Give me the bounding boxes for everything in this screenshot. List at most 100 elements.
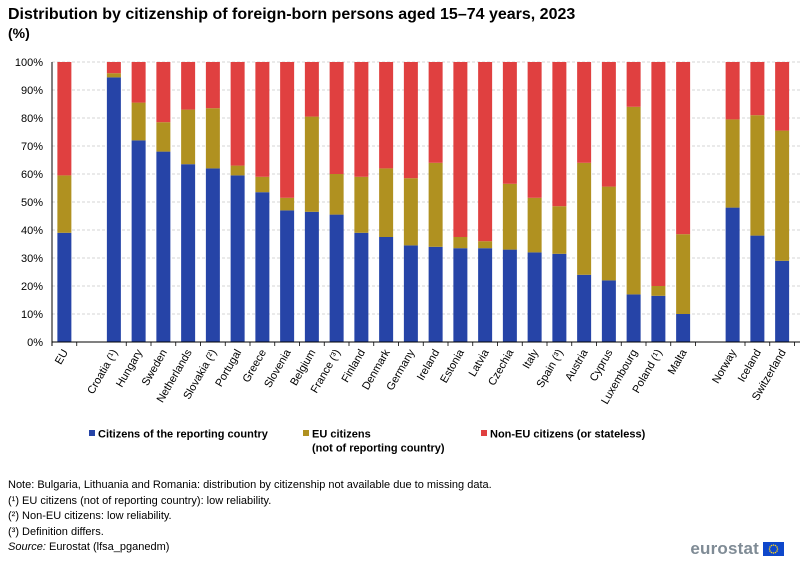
bar-segment	[750, 115, 765, 236]
bar-segment	[379, 168, 394, 237]
bar-segment	[502, 62, 517, 184]
bar-segment	[280, 210, 295, 342]
bar-segment	[676, 314, 691, 342]
bar-segment	[750, 235, 765, 342]
bar-segment	[601, 186, 616, 281]
bar-segment	[577, 162, 592, 275]
bar-segment	[230, 165, 245, 176]
bar-segment	[453, 237, 468, 249]
source-line: Source: Eurostat (lfsa_pganedm)	[8, 540, 492, 556]
logo-text: eurostat	[690, 539, 759, 558]
bar-segment	[626, 62, 641, 107]
bar-segment	[725, 119, 740, 208]
bar-segment	[552, 206, 567, 254]
bar-segment	[651, 286, 666, 296]
bar-segment	[156, 122, 171, 152]
bar-segment	[502, 249, 517, 342]
eurostat-logo: eurostat	[690, 539, 784, 559]
y-tick-label: 40%	[21, 225, 43, 237]
bar-segment	[527, 197, 542, 253]
bar-segment	[577, 62, 592, 163]
bar-segment	[527, 252, 542, 342]
bar-segment	[280, 62, 295, 198]
bar-segment	[601, 280, 616, 342]
y-tick-label: 70%	[21, 141, 43, 153]
x-tick-label: Estonia	[438, 347, 467, 386]
legend-label: Non-EU citizens (or stateless)	[490, 429, 646, 441]
bar-segment	[131, 62, 146, 103]
bar-segment	[205, 108, 220, 169]
bar-segment	[775, 62, 790, 131]
legend-swatch	[303, 430, 309, 436]
bar-segment	[478, 248, 493, 342]
bar-segment	[181, 109, 196, 165]
bar-segment	[106, 77, 121, 343]
bar-segment	[750, 62, 765, 116]
footnotes: Note: Bulgaria, Lithuania and Romania: d…	[8, 478, 492, 556]
bar-segment	[156, 151, 171, 342]
bar-segment	[676, 234, 691, 314]
y-tick-label: 20%	[21, 281, 43, 293]
chart-subtitle: (%)	[8, 25, 30, 41]
bar-segment	[57, 175, 72, 233]
bar-segment	[651, 62, 666, 286]
bar-segment	[255, 192, 270, 342]
source-label: Source:	[8, 541, 46, 553]
bar-segment	[428, 162, 443, 247]
legend-label: EU citizens (not of reporting country)	[312, 429, 445, 455]
bar-segment	[676, 62, 691, 235]
bar-segment	[379, 237, 394, 342]
bar-segment	[626, 106, 641, 295]
x-tick-label: Ireland	[415, 348, 442, 383]
source-text: Eurostat (lfsa_pganedm)	[45, 541, 170, 553]
bar-segment	[205, 62, 220, 109]
legend-label: Citizens of the reporting country	[98, 429, 269, 441]
bar-segment	[725, 207, 740, 342]
y-tick-label: 60%	[21, 169, 43, 181]
y-tick-label: 50%	[21, 197, 43, 209]
bar-segment	[502, 183, 517, 250]
bar-segment	[181, 164, 196, 342]
bar-segment	[453, 62, 468, 237]
bar-segment	[403, 62, 418, 179]
legend-swatch	[481, 430, 487, 436]
bar-segment	[651, 295, 666, 342]
bar-segment	[304, 62, 319, 117]
bar-segment	[403, 178, 418, 246]
y-tick-label: 0%	[27, 337, 43, 349]
bar-segment	[255, 176, 270, 193]
chart-title: Distribution by citizenship of foreign-b…	[8, 6, 576, 23]
x-tick-label: Malta	[666, 347, 690, 377]
x-tick-label: Norway	[710, 347, 739, 386]
bar-segment	[428, 62, 443, 163]
bar-segment	[354, 62, 369, 177]
bar-segment	[230, 62, 245, 166]
legend-swatch	[89, 430, 95, 436]
bar-segment	[552, 62, 567, 207]
bar-segment	[379, 62, 394, 169]
bar-segment	[354, 176, 369, 233]
bar-segment	[304, 116, 319, 212]
bar-segment	[775, 130, 790, 261]
bar-segment	[354, 232, 369, 342]
bar-segment	[453, 248, 468, 342]
bar-segment	[106, 62, 121, 74]
bar-segment	[304, 211, 319, 342]
bar-segment	[230, 175, 245, 342]
bar-segment	[181, 62, 196, 110]
bar-segment	[527, 62, 542, 198]
bar-segment	[626, 294, 641, 342]
bar-segment	[106, 73, 121, 78]
bar-segment	[131, 102, 146, 141]
bar-segment	[601, 62, 616, 187]
note-line: (¹) EU citizens (not of reporting countr…	[8, 494, 272, 507]
y-tick-label: 30%	[21, 253, 43, 265]
bar-segment	[57, 232, 72, 342]
bar-segment	[156, 62, 171, 123]
x-tick-label: Latvia	[467, 347, 493, 379]
bar-segment	[428, 246, 443, 342]
y-tick-label: 80%	[21, 113, 43, 125]
x-tick-label: Croatia (¹)	[85, 348, 120, 397]
y-tick-label: 90%	[21, 85, 43, 97]
bar-segment	[403, 245, 418, 342]
